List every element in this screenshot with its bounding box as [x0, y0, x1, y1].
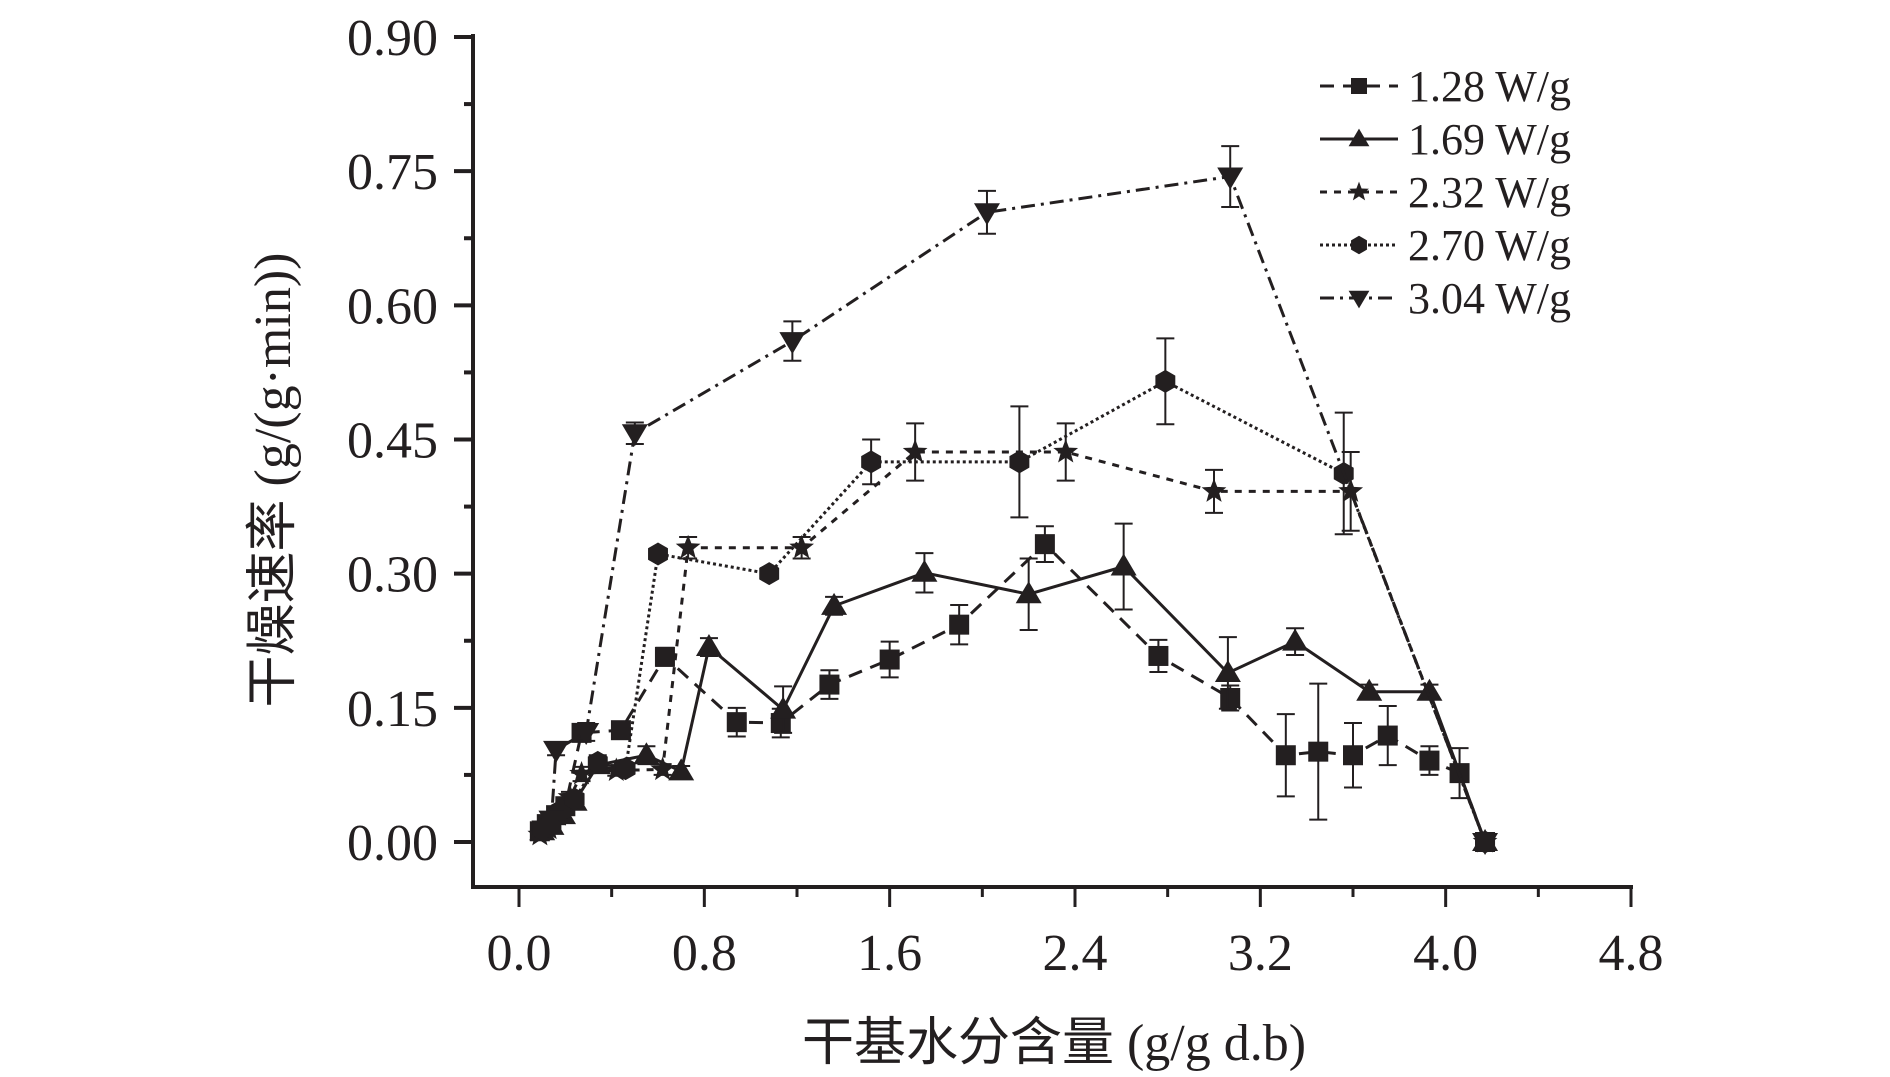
- square-marker: [879, 649, 900, 670]
- triangle-up-marker: [1282, 628, 1309, 651]
- star-marker: [675, 534, 701, 559]
- star-marker: [650, 756, 675, 781]
- x-tick-label: 3.2: [1228, 925, 1293, 982]
- legend-item: 2.32 W/g: [1320, 168, 1571, 217]
- star-marker: [789, 534, 814, 559]
- square-marker: [1343, 745, 1363, 766]
- square-marker: [1275, 745, 1296, 766]
- legend-label: 2.32 W/g: [1408, 168, 1571, 217]
- triangle-up-marker: [633, 742, 660, 765]
- y-tick-label: 0.00: [347, 815, 438, 872]
- y-tick-label: 0.90: [347, 10, 438, 67]
- y-tick-label: 0.75: [347, 144, 438, 201]
- triangle-down-marker: [543, 740, 570, 763]
- y-tick-label: 0.30: [347, 547, 438, 604]
- x-tick-label: 0.8: [672, 925, 737, 982]
- triangle-down-marker: [1217, 167, 1244, 190]
- hexagon-marker: [564, 787, 585, 811]
- x-tick-labels: 0.0 0.8 1.6 2.4 3.2 4.0 4.8: [487, 925, 1664, 982]
- triangle-up-marker: [1416, 678, 1443, 701]
- square-marker: [726, 712, 747, 733]
- series-line: [538, 542, 1487, 843]
- triangle-up-marker: [1214, 659, 1241, 682]
- legend-item: 1.28 W/g: [1320, 62, 1571, 111]
- triangle-down-marker: [1472, 833, 1499, 855]
- series-1-28-W-g: [529, 525, 1496, 852]
- legend-label: 3.04 W/g: [1408, 274, 1571, 323]
- triangle-down-marker: [621, 424, 648, 447]
- y-ticks: [454, 35, 473, 844]
- series-3-04-W-g: [531, 145, 1499, 855]
- legend-item: 2.70 W/g: [1320, 221, 1571, 270]
- square-marker: [1308, 741, 1329, 762]
- legend-item: 1.69 W/g: [1320, 115, 1571, 164]
- triangle-up-marker: [1110, 553, 1137, 576]
- hexagon-marker: [648, 542, 668, 566]
- triangle-down-marker: [779, 332, 806, 355]
- star-marker: [902, 439, 928, 463]
- hexagon-marker: [759, 562, 780, 586]
- series-layer: [527, 145, 1499, 855]
- square-marker: [1034, 534, 1055, 555]
- hexagon-marker: [1351, 235, 1367, 255]
- star-marker: [1349, 181, 1369, 201]
- y-tick-label: 0.45: [347, 413, 438, 470]
- star-marker: [1053, 439, 1079, 463]
- x-ticks: [517, 887, 1633, 907]
- y-tick-labels: 0.00 0.15 0.30 0.45 0.60 0.75 0.90: [347, 10, 438, 872]
- x-tick-label: 4.0: [1413, 925, 1478, 982]
- series-2-70-W-g: [532, 337, 1496, 854]
- triangle-up-marker: [1015, 581, 1042, 604]
- star-marker: [1201, 478, 1227, 502]
- square-marker: [949, 614, 970, 635]
- legend-label: 1.28 W/g: [1408, 62, 1571, 111]
- y-tick-label: 0.60: [347, 278, 438, 335]
- square-marker: [1351, 78, 1367, 94]
- axes: [471, 34, 1633, 889]
- hexagon-marker: [1155, 369, 1176, 393]
- triangle-down-marker: [973, 203, 1000, 226]
- square-marker: [610, 720, 631, 741]
- square-marker: [819, 674, 840, 695]
- legend-label: 2.70 W/g: [1408, 221, 1571, 270]
- square-marker: [1220, 687, 1241, 708]
- series-line: [541, 564, 1487, 843]
- x-tick-label: 4.8: [1599, 925, 1664, 982]
- hexagon-marker: [861, 450, 882, 474]
- y-tick-label: 0.15: [347, 681, 438, 738]
- square-marker: [654, 646, 675, 667]
- star-marker: [1338, 478, 1364, 502]
- triangle-up-marker: [770, 696, 797, 719]
- x-tick-label: 1.6: [857, 925, 922, 982]
- legend-item: 3.04 W/g: [1320, 274, 1571, 323]
- legend: 1.28 W/g 1.69 W/g 2.32 W/g 2.70 W/g 3.04…: [1320, 62, 1571, 323]
- x-axis-title: 干基水分含量 (g/g d.b): [802, 1015, 1306, 1072]
- hexagon-marker: [1009, 450, 1030, 474]
- x-tick-label: 0.0: [487, 925, 552, 982]
- square-marker: [1148, 645, 1169, 666]
- triangle-up-marker: [911, 559, 938, 582]
- triangle-down-marker: [538, 810, 565, 833]
- triangle-up-marker: [1356, 678, 1383, 701]
- square-marker: [1377, 725, 1398, 746]
- triangle-up-marker: [668, 758, 695, 781]
- x-tick-label: 2.4: [1043, 925, 1108, 982]
- triangle-down-marker: [573, 722, 600, 745]
- hexagon-marker: [587, 750, 608, 774]
- triangle-down-marker: [1348, 290, 1370, 309]
- triangle-up-marker: [695, 634, 722, 657]
- y-axis-title: 干燥速率 (g/(g·min)): [245, 253, 302, 708]
- legend-label: 1.69 W/g: [1408, 115, 1571, 164]
- star-marker: [569, 761, 594, 785]
- triangle-up-marker: [821, 592, 848, 615]
- square-marker: [1419, 750, 1440, 771]
- triangle-up-marker: [1348, 128, 1370, 147]
- hexagon-marker: [615, 757, 636, 781]
